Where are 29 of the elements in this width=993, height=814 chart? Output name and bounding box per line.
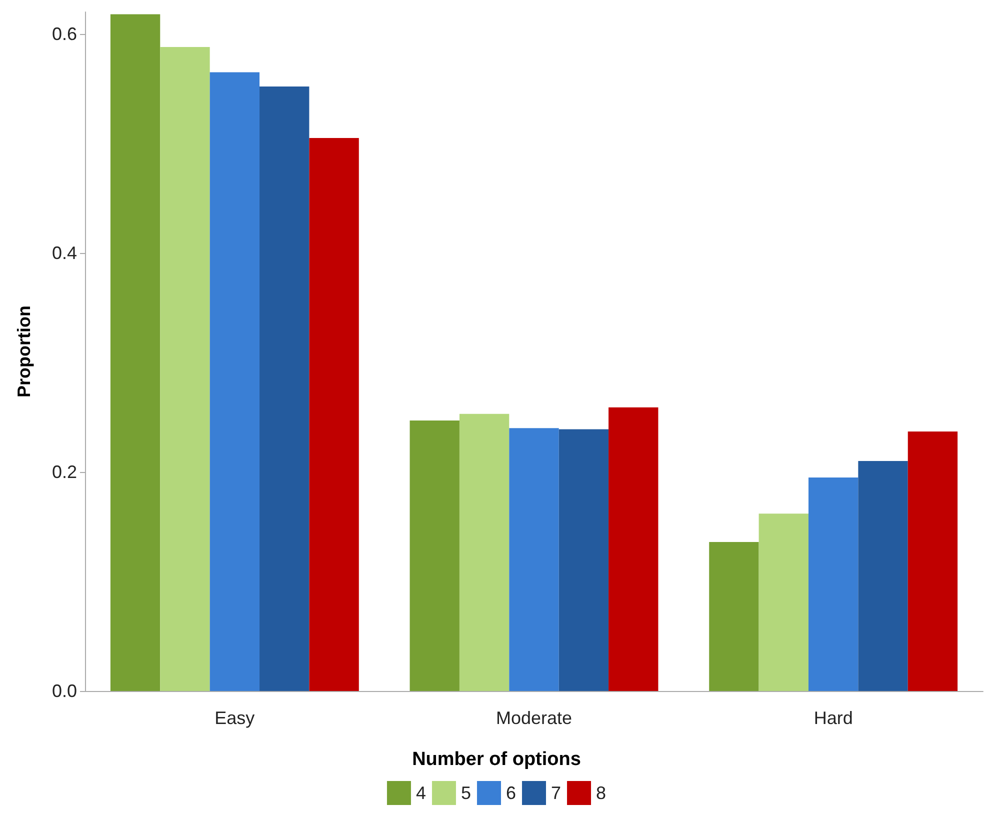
- bar: [410, 420, 460, 691]
- x-tick-label: Easy: [214, 708, 255, 728]
- legend-label: 7: [551, 783, 562, 803]
- x-tick-label: Moderate: [496, 708, 572, 728]
- bar: [858, 461, 908, 691]
- bar: [709, 542, 759, 691]
- bar: [758, 514, 808, 691]
- bar: [160, 47, 210, 691]
- x-tick-label: Hard: [814, 708, 853, 728]
- legend-label: 6: [506, 783, 516, 803]
- bar: [558, 429, 609, 691]
- bar: [110, 14, 160, 691]
- y-tick-label: 0.2: [52, 462, 77, 482]
- bar: [808, 477, 858, 691]
- bar: [260, 86, 310, 691]
- legend-label: 8: [596, 783, 606, 803]
- y-axis-title: Proportion: [14, 306, 34, 398]
- y-tick-label: 0.0: [52, 681, 77, 701]
- legend-title: Number of options: [412, 749, 581, 770]
- bar: [210, 72, 260, 691]
- legend-label: 5: [460, 783, 471, 803]
- bar: [509, 428, 559, 691]
- legend-label: 4: [416, 783, 426, 803]
- bar: [459, 414, 510, 691]
- y-tick-label: 0.4: [52, 242, 77, 263]
- bar: [608, 407, 658, 691]
- y-tick-label: 0.6: [52, 24, 77, 44]
- bar: [309, 138, 359, 691]
- bar: [908, 431, 958, 691]
